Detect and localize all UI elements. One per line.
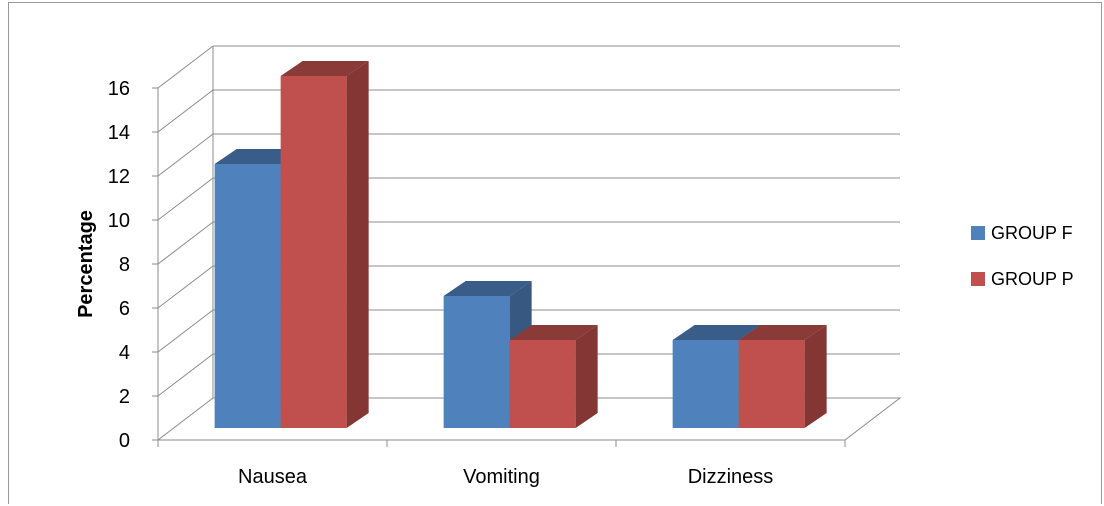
y-axis-label: Percentage: [75, 210, 97, 318]
bar-group-p-nausea: [280, 61, 369, 428]
legend-swatch: [971, 272, 985, 286]
legend-label: GROUP F: [991, 223, 1073, 243]
bar-top: [509, 325, 598, 340]
gridline-side: [157, 133, 214, 177]
y-tick-label: 6: [119, 298, 130, 320]
bar-front: [672, 340, 739, 428]
bars: [214, 61, 827, 428]
bar-front: [443, 296, 510, 428]
x-category-label: Vomiting: [463, 466, 540, 488]
gridline-side: [157, 89, 214, 133]
y-tick-label: 12: [108, 166, 130, 188]
category-labels: Nausea Vomiting Dizziness: [238, 466, 773, 488]
gridline-side: [157, 45, 214, 89]
legend-swatch: [971, 226, 985, 240]
chart-frame: [8, 2, 1102, 504]
gridline-side: [157, 177, 214, 221]
y-tick-label: 8: [119, 254, 130, 276]
bar-top: [443, 281, 532, 296]
y-tick-label: 14: [108, 122, 130, 144]
gridline-side: [157, 265, 214, 309]
y-tick-label: 16: [108, 78, 130, 100]
y-tick-labels: 0 2 4 6 8 10 12 14 16: [108, 78, 130, 452]
bar-top: [738, 325, 827, 340]
x-category-label: Dizziness: [688, 466, 774, 488]
legend-label: GROUP P: [991, 269, 1074, 289]
gridline-side: [157, 309, 214, 353]
bar-front: [280, 76, 347, 428]
y-tick-label: 10: [108, 210, 130, 232]
y-axis: [152, 87, 846, 447]
legend: GROUP F GROUP P: [971, 223, 1074, 289]
bar-side: [346, 61, 369, 428]
gridline-side: [157, 353, 214, 397]
gridline-side: [157, 221, 214, 265]
bar-top: [672, 325, 761, 340]
y-tick-label: 2: [119, 386, 130, 408]
bar-front: [214, 164, 281, 428]
bar-group-p-vomiting: [509, 325, 598, 428]
bar-front: [509, 340, 576, 428]
bar-group-p-dizziness: [738, 325, 827, 428]
bar-side: [575, 325, 598, 428]
bar-side: [804, 325, 827, 428]
y-tick-label: 0: [119, 430, 130, 452]
bar-top: [280, 61, 369, 76]
y-tick-label: 4: [119, 342, 130, 364]
x-category-label: Nausea: [238, 466, 308, 488]
bar-front: [738, 340, 805, 428]
